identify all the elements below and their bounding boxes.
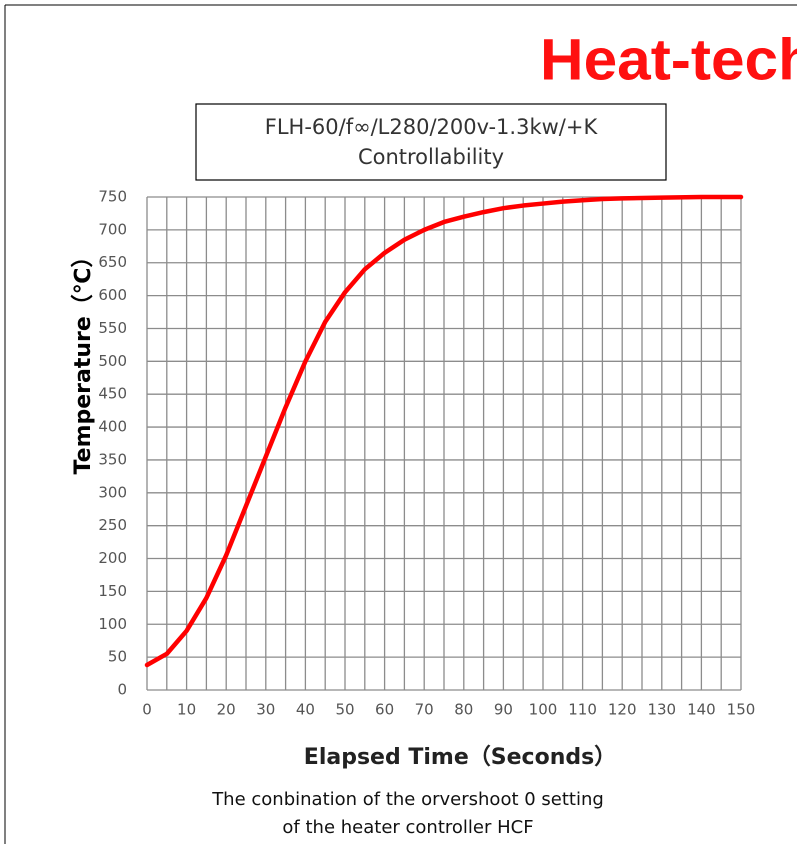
y-tick-label: 450 [98, 385, 127, 403]
brand: Heat-tech [540, 27, 797, 92]
y-tick-label: 300 [98, 483, 127, 501]
caption: The conbination of the orvershoot 0 sett… [211, 789, 604, 810]
y-tick-label: 400 [98, 418, 127, 436]
x-tick-label: 110 [568, 701, 597, 719]
x-tick-label: 100 [529, 701, 558, 719]
x-tick-label: 30 [256, 701, 275, 719]
x-tick-label: 120 [608, 701, 637, 719]
x-tick-label: 140 [687, 701, 716, 719]
line-series [144, 194, 744, 668]
x-tick-label: 130 [647, 701, 676, 719]
x-tick-label: 40 [296, 701, 315, 719]
chart-title: FLH-60/f∞/L280/200v-1.3kw/+K [265, 115, 599, 139]
y-tick-label: 500 [98, 352, 127, 370]
y-tick-label: 750 [98, 188, 127, 206]
x-tick-label: 20 [217, 701, 236, 719]
title-box [195, 103, 667, 181]
x-tick-label: 0 [142, 701, 152, 719]
x-tick-label: 90 [494, 701, 513, 719]
y-tick-label: 0 [117, 681, 127, 699]
y-tick-label: 600 [98, 286, 127, 304]
x-tick-label: 50 [335, 701, 354, 719]
y-tick-label: 200 [98, 549, 127, 567]
x-tick-label: 80 [454, 701, 473, 719]
y-axis-label: Temperature（℃） [71, 246, 96, 475]
y-tick-label: 350 [98, 450, 127, 468]
y-tick-label: 50 [108, 648, 127, 666]
x-axis-label: Elapsed Time（Seconds） [304, 745, 616, 770]
y-tick-label: 650 [98, 253, 127, 271]
plot: 0 10 20 30 40 50 60 70 80 90 100 110 120 130 140 150 0 50… [98, 188, 755, 719]
caption: of the heater controller HCF [282, 817, 533, 838]
x-tick-label: 60 [375, 701, 394, 719]
x-tick-label: 10 [177, 701, 196, 719]
y-tick-label: 100 [98, 615, 127, 633]
x-tick-label: 70 [415, 701, 434, 719]
x-tick-label: 150 [727, 701, 756, 719]
y-tick-label: 150 [98, 582, 127, 600]
y-tick-label: 700 [98, 220, 127, 238]
y-tick-label: 550 [98, 319, 127, 337]
y-tick-label: 250 [98, 516, 127, 534]
chart-title: Controllability [358, 145, 504, 169]
